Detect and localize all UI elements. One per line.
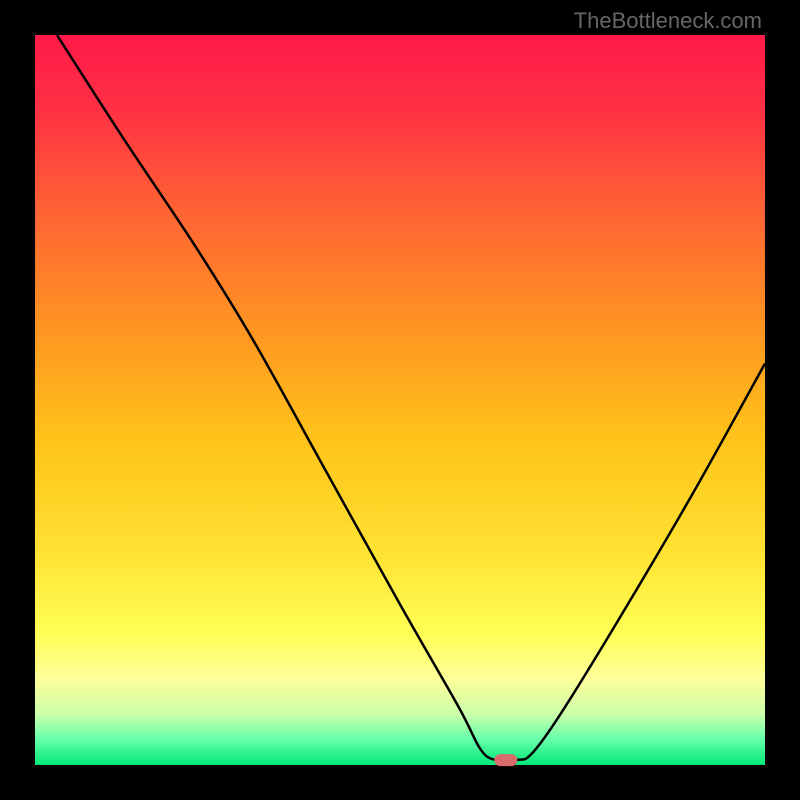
bottleneck-curve	[57, 35, 765, 761]
chart-container: TheBottleneck.com	[0, 0, 800, 800]
watermark-text: TheBottleneck.com	[574, 8, 762, 34]
curve-layer	[35, 35, 765, 765]
plot-area	[35, 35, 765, 765]
min-marker	[494, 754, 517, 766]
